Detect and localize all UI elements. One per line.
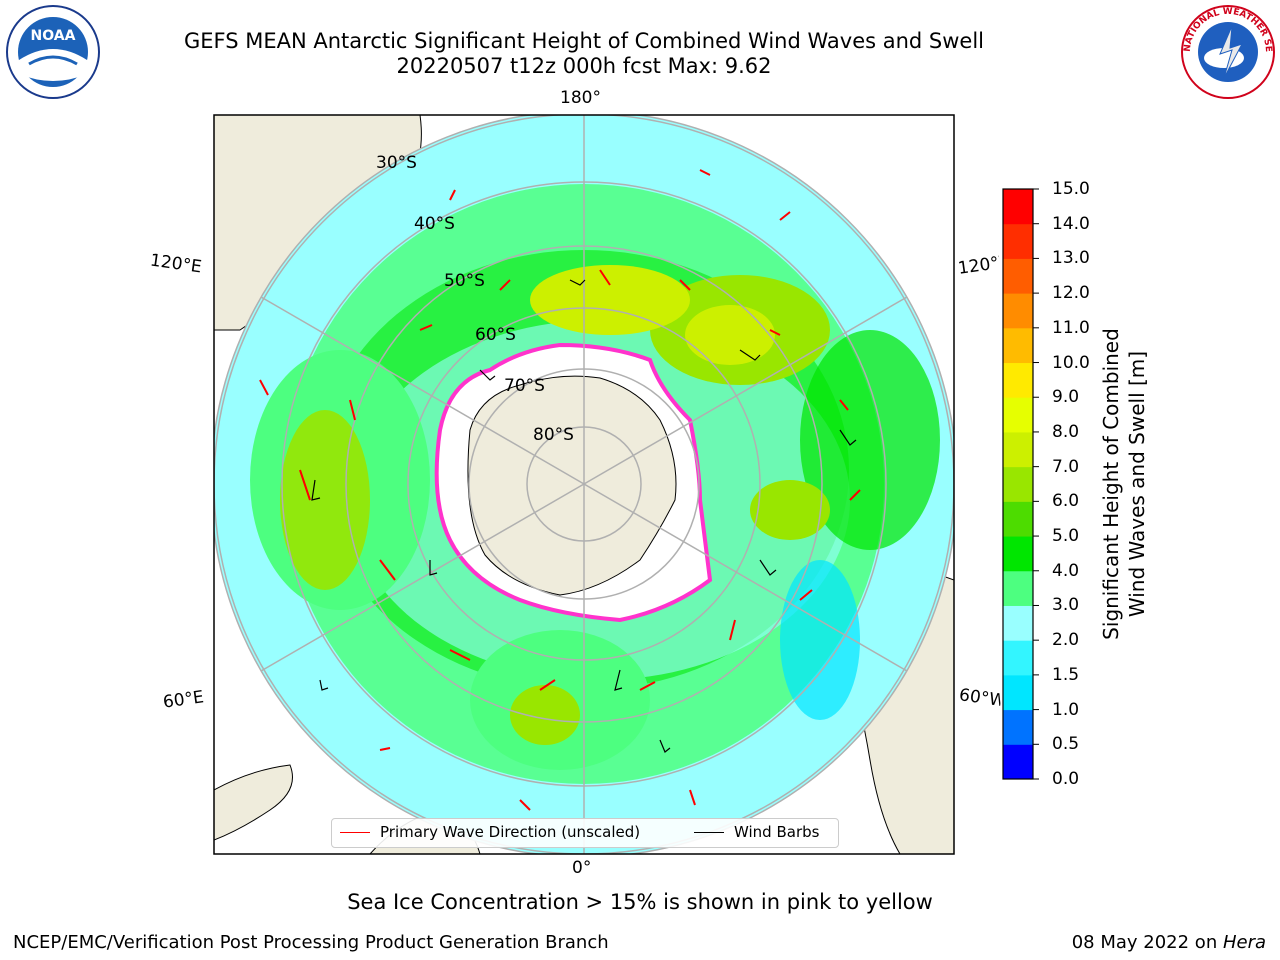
- legend-wave-label: Primary Wave Direction (unscaled): [380, 823, 641, 841]
- colorbar-segment: [1003, 605, 1033, 641]
- legend-barb-label: Wind Barbs: [734, 823, 820, 841]
- colorbar-segment: [1003, 674, 1033, 711]
- colorbar-segment: [1003, 431, 1033, 468]
- colorbar-tick-label: 12.0: [1052, 283, 1090, 304]
- colorbar-title-line1: Significant Height of Combined: [1099, 328, 1123, 640]
- colorbar-tick-label: 0.5: [1052, 734, 1080, 755]
- colorbar-segment: [1003, 536, 1033, 572]
- colorbar-segment: [1003, 223, 1033, 259]
- map-frame: [213, 114, 955, 855]
- colorbar-segment: [1003, 640, 1033, 676]
- colorbar-tick-label: 14.0: [1052, 213, 1090, 234]
- lat-label-40s: 40°S: [414, 214, 455, 234]
- colorbar-tick-label: 6.0: [1052, 491, 1080, 512]
- colorbar-tick-label: 11.0: [1052, 317, 1090, 338]
- footer-date: 08 May 2022 on Hera: [1072, 932, 1266, 953]
- nws-logo: NATIONAL WEATHER SERVICE: [1180, 4, 1275, 99]
- colorbar-tick-label: 0.0: [1052, 769, 1080, 789]
- colorbar-segment: [1003, 744, 1033, 780]
- colorbar-segment: [1003, 362, 1033, 398]
- legend-wave-swatch: [340, 832, 370, 833]
- legend-barb-swatch: [694, 832, 724, 833]
- colorbar-tick-label: 1.0: [1052, 699, 1080, 720]
- map-legend: Primary Wave Direction (unscaled) Wind B…: [331, 818, 839, 848]
- colorbar-segment: [1003, 397, 1033, 433]
- colorbar: [1003, 189, 1033, 780]
- footer-date-text: 08 May 2022 on: [1071, 932, 1223, 953]
- colorbar-segment: [1003, 293, 1033, 329]
- land-africa: [214, 764, 293, 841]
- colorbar-segment: [1003, 570, 1033, 606]
- wind-barbs: [311, 279, 857, 753]
- colorbar-tick-label: 5.0: [1052, 526, 1080, 547]
- chart-title: GEFS MEAN Antarctic Significant Height o…: [183, 29, 985, 53]
- colorbar-tick-label: 15.0: [1052, 179, 1090, 199]
- noaa-logo: NOAA: [6, 5, 100, 99]
- colorbar-tick-label: 9.0: [1052, 387, 1080, 408]
- noaa-logo-text: NOAA: [31, 28, 76, 44]
- lat-label-70s: 70°S: [504, 376, 545, 396]
- colorbar-title-line2: Wind Waves and Swell [m]: [1125, 350, 1149, 618]
- chart-subtitle: 20220507 t12z 000h fcst Max: 9.62: [396, 54, 772, 78]
- lon-label-top: 180°: [560, 88, 601, 108]
- colorbar-tick-label: 13.0: [1052, 248, 1090, 269]
- legend-item-barbs: Wind Barbs: [694, 823, 819, 841]
- colorbar-tick-label: 4.0: [1052, 560, 1080, 581]
- colorbar-tick-label: 8.0: [1052, 421, 1080, 442]
- colorbar-title: Significant Height of Combined Wind Wave…: [1098, 274, 1158, 694]
- sea-ice-caption: Sea Ice Concentration > 15% is shown in …: [347, 890, 933, 914]
- wave-direction-arrows: [259, 169, 861, 811]
- longitude-grid: [260, 115, 908, 854]
- wave-height-field: [214, 115, 954, 854]
- colorbar-segment: [1003, 466, 1033, 502]
- colorbar-segment: [1003, 501, 1033, 537]
- colorbar-tick-label: 3.0: [1052, 595, 1080, 616]
- colorbar-tick-label: 10.0: [1052, 352, 1090, 373]
- colorbar-segment: [1003, 709, 1033, 745]
- lat-label-30s: 30°S: [376, 153, 417, 173]
- lat-label-80s: 80°S: [533, 425, 574, 445]
- colorbar-segment: [1003, 327, 1033, 364]
- lat-label-60s: 60°S: [475, 325, 516, 345]
- colorbar-segment: [1003, 189, 1033, 225]
- legend-item-wave: Primary Wave Direction (unscaled): [340, 823, 640, 841]
- footer-credit: NCEP/EMC/Verification Post Processing Pr…: [13, 932, 609, 953]
- lat-label-50s: 50°S: [444, 271, 485, 291]
- colorbar-tick-label: 1.5: [1052, 664, 1080, 685]
- footer-host: Hera: [1222, 932, 1266, 953]
- lon-label-bottom: 0°: [572, 858, 592, 878]
- colorbar-tick-label: 7.0: [1052, 456, 1080, 477]
- colorbar-tick-label: 2.0: [1052, 630, 1080, 651]
- colorbar-segment: [1003, 258, 1033, 294]
